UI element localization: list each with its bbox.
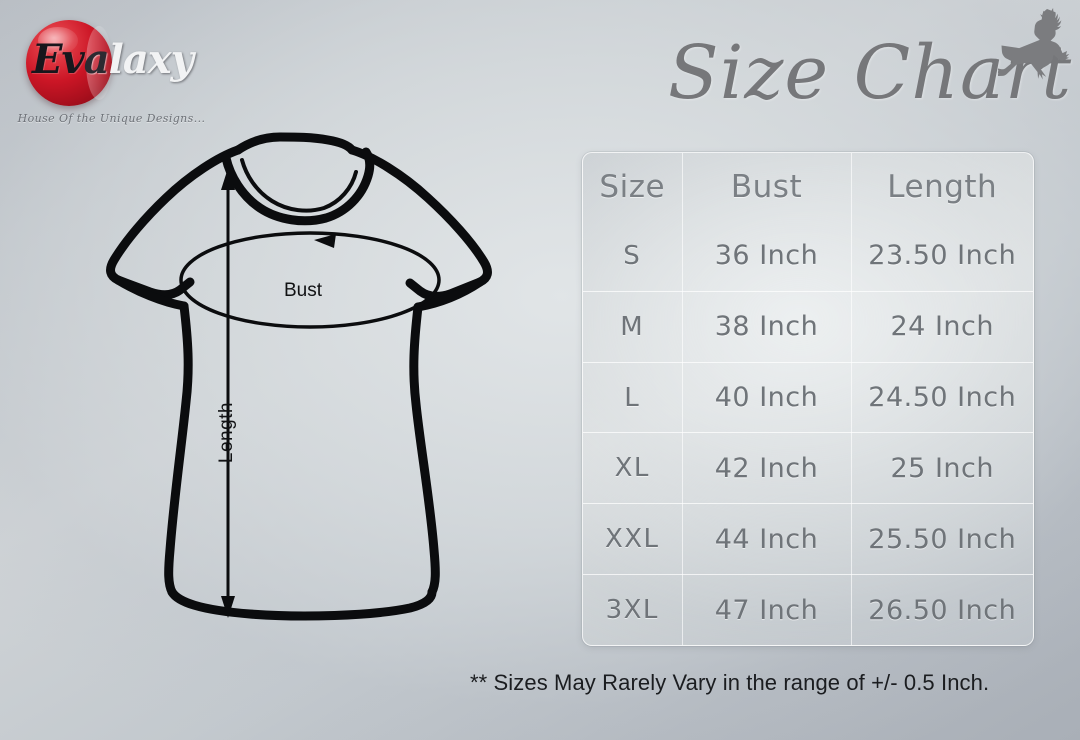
- right-sleeve-top: [347, 145, 492, 301]
- brand-name-part1: Ev: [32, 36, 85, 83]
- left-sleeve-hem: [113, 275, 189, 311]
- brand-name-part2: a: [83, 36, 110, 83]
- tshirt-diagram: Bust Length: [90, 120, 550, 640]
- length-arrowhead-bottom: [221, 596, 235, 618]
- brand-name-part3: laxy: [108, 36, 194, 83]
- cell-length: 23.50 Inch: [851, 221, 1033, 292]
- column-header-length: Length: [887, 169, 998, 205]
- cell-size: 3XL: [583, 574, 683, 645]
- length-arrowhead-top: [221, 168, 235, 190]
- right-side-seam: [409, 302, 440, 597]
- brand-logo: Evalaxy House Of the Unique Designs...: [8, 12, 213, 127]
- neckline-inner: [240, 158, 358, 213]
- tshirt-outline-svg: [106, 132, 492, 621]
- cell-length: 25 Inch: [851, 432, 1033, 505]
- brand-name: Evalaxy: [32, 36, 194, 83]
- cell-size: L: [583, 362, 683, 434]
- table-row: 3XL 47 Inch 26.50 Inch: [583, 574, 1033, 645]
- cell-bust: 47 Inch: [682, 574, 852, 645]
- column-header-size: Size: [583, 153, 683, 221]
- logo-sphere-icon: [26, 20, 112, 106]
- table-body: S 36 Inch 23.50 Inch M 38 Inch 24 Inch L…: [583, 221, 1033, 645]
- left-side-seam: [164, 301, 193, 597]
- cell-size: S: [583, 221, 683, 292]
- cell-bust: 44 Inch: [682, 503, 852, 576]
- size-table-element: Size Bust Length S 36 Inch 23.50 Inch M …: [583, 153, 1033, 645]
- cell-length: 26.50 Inch: [868, 594, 1017, 626]
- table-row: M 38 Inch 24 Inch: [583, 291, 1033, 363]
- bust-measure-ellipse: [179, 231, 441, 329]
- table-row: XL 42 Inch 25 Inch: [583, 432, 1033, 505]
- length-label: Length: [216, 402, 237, 464]
- bottom-hem: [167, 587, 437, 621]
- cell-bust: 38 Inch: [682, 291, 852, 363]
- cell-size: XL: [583, 432, 683, 505]
- bust-arrowhead: [314, 234, 336, 248]
- table-row: XXL 44 Inch 25.50 Inch: [583, 503, 1033, 576]
- leaping-deer-icon: [998, 8, 1070, 80]
- bust-label: Bust: [284, 280, 323, 301]
- table-header: Size Bust Length: [583, 153, 1033, 221]
- cell-bust: 40 Inch: [682, 362, 852, 434]
- brand-tagline: House Of the Unique Designs...: [17, 112, 206, 125]
- shoulder-seam-top: [233, 132, 357, 155]
- page-title-block: Size Chart: [660, 8, 1071, 132]
- column-header-bust: Bust: [682, 153, 852, 221]
- size-chart-table: Size Bust Length S 36 Inch 23.50 Inch M …: [582, 152, 1034, 646]
- table-header-row: Size Bust Length: [583, 153, 1033, 221]
- footnote-text: ** Sizes May Rarely Vary in the range of…: [470, 670, 990, 695]
- neckline-outer: [221, 147, 375, 226]
- cell-length: 24 Inch: [851, 291, 1033, 363]
- cell-size: XXL: [583, 503, 683, 576]
- cell-length: 25.50 Inch: [851, 503, 1033, 576]
- table-row: L 40 Inch 24.50 Inch: [583, 362, 1033, 434]
- cell-bust: 36 Inch: [682, 221, 852, 292]
- cell-bust: 42 Inch: [682, 432, 852, 505]
- cell-length: 24.50 Inch: [851, 362, 1033, 434]
- left-sleeve-top: [106, 145, 243, 300]
- table-row: S 36 Inch 23.50 Inch: [583, 221, 1033, 292]
- right-sleeve-hem: [413, 277, 485, 312]
- cell-size: M: [583, 291, 683, 363]
